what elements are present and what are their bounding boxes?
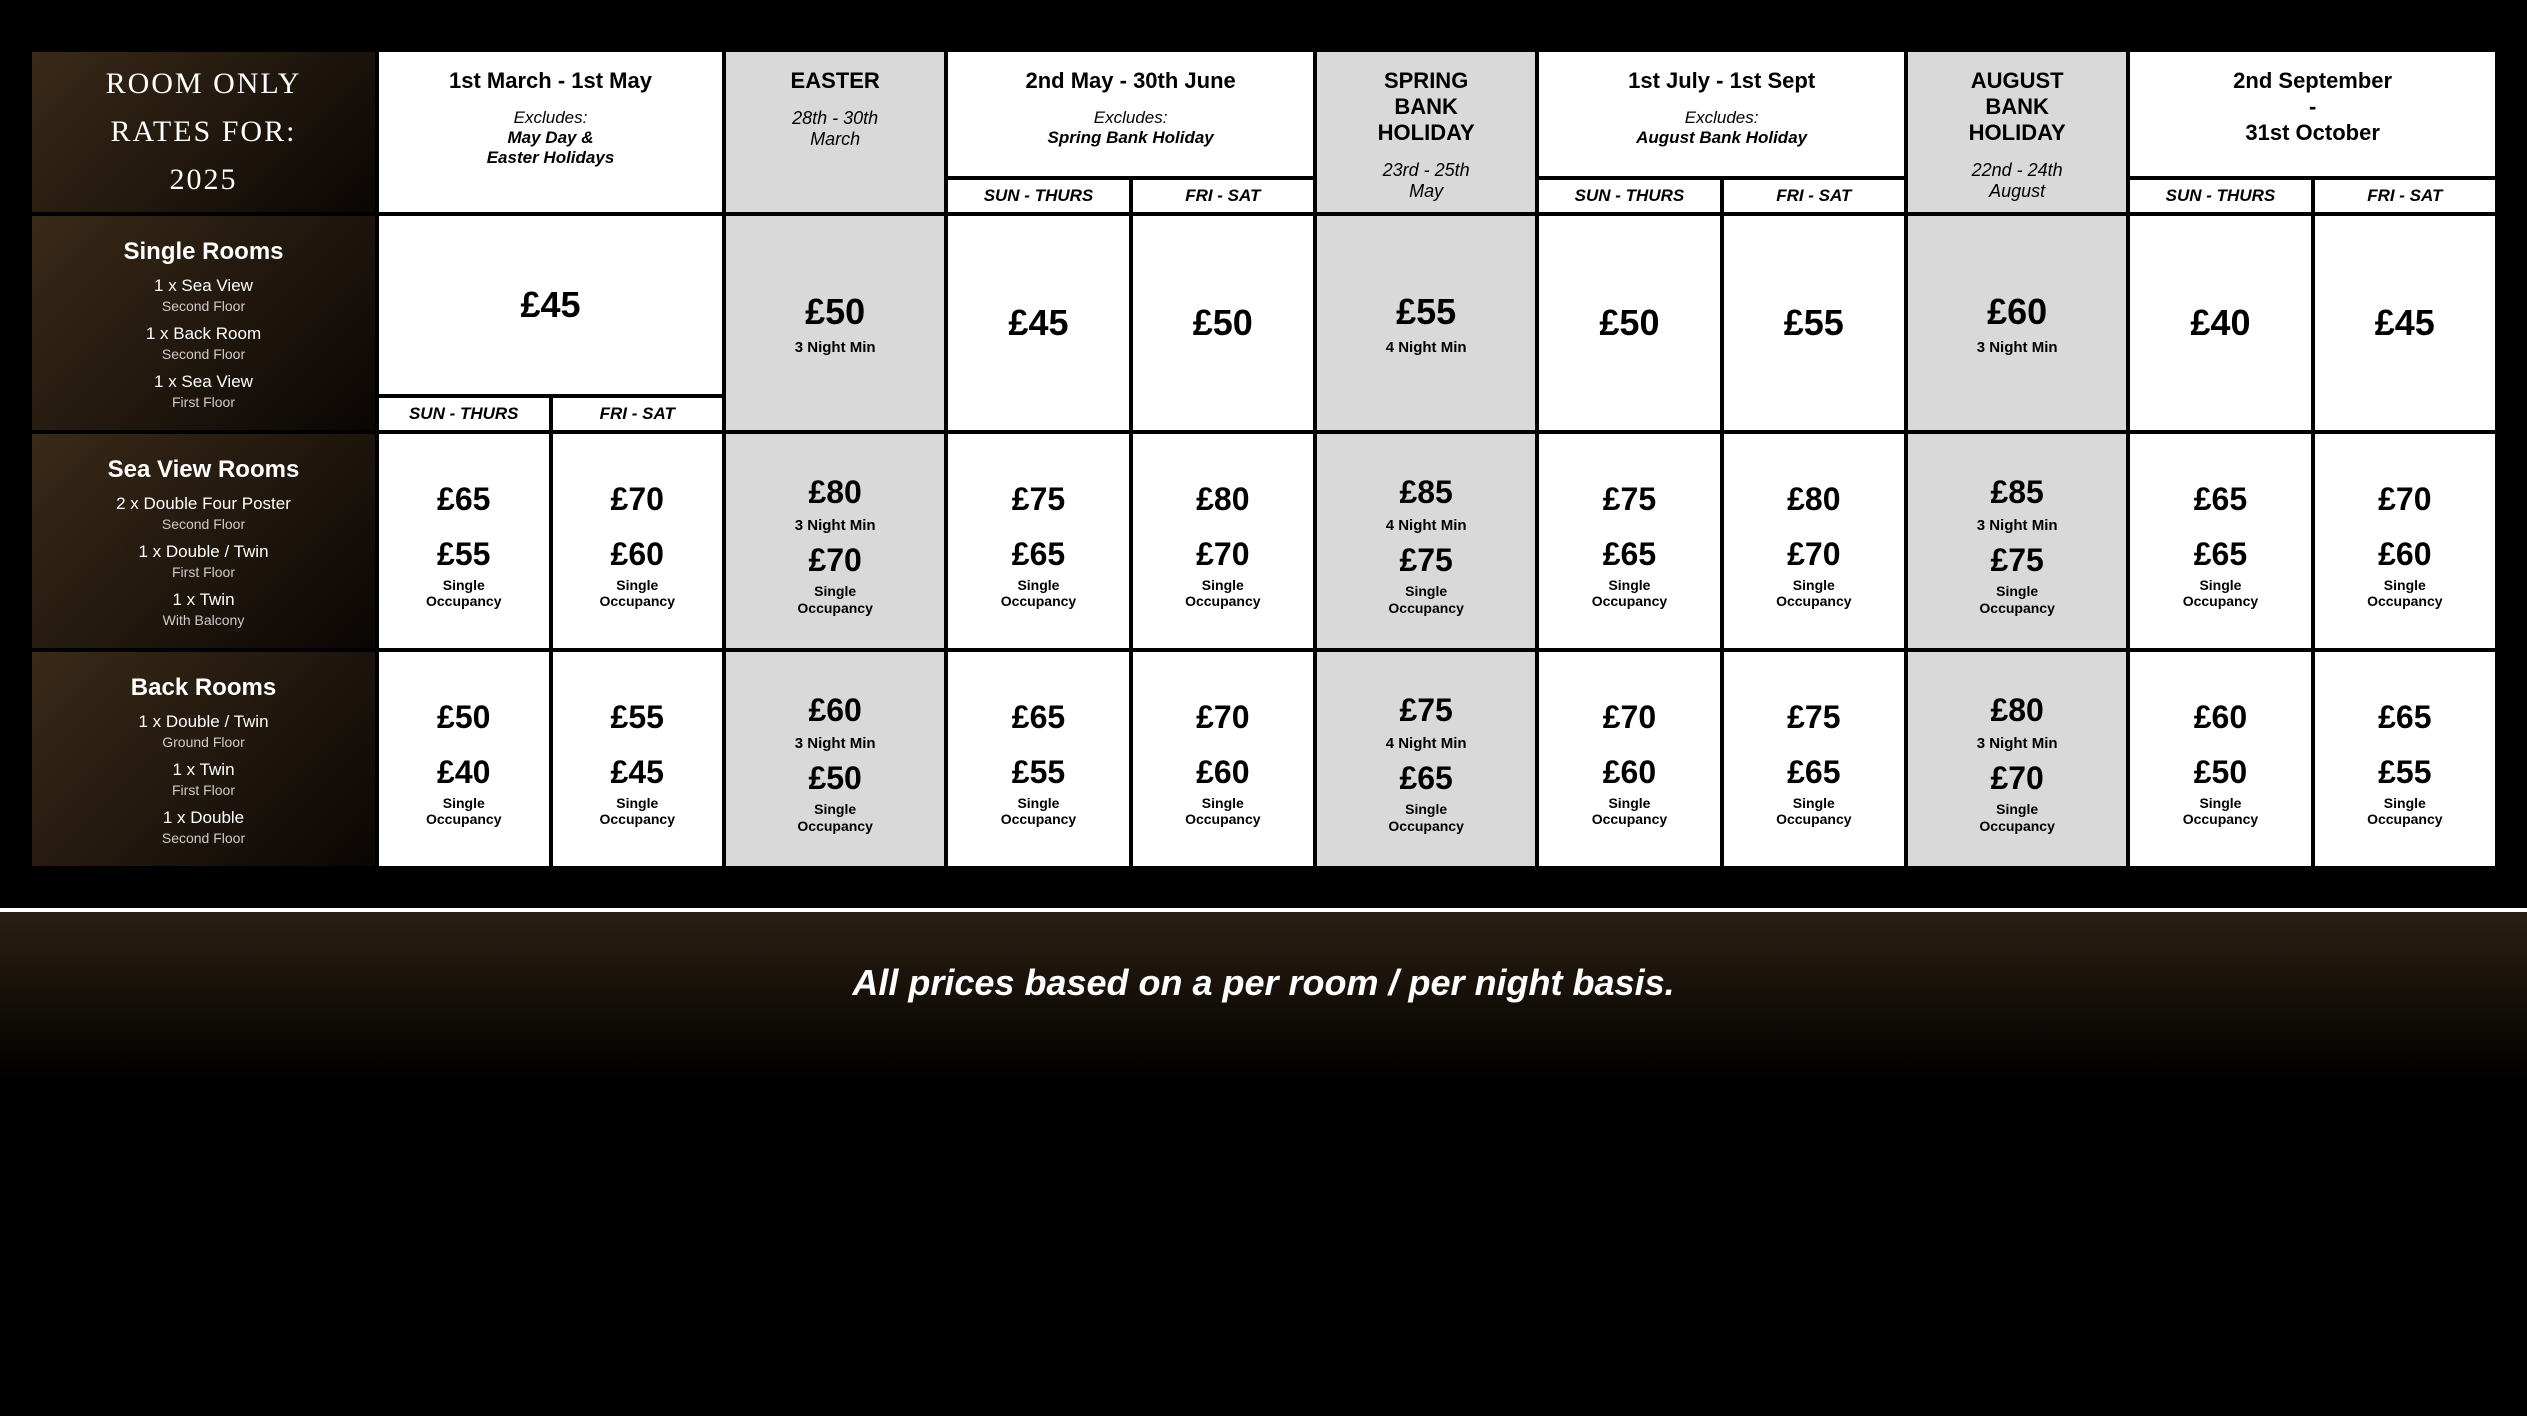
single-p4: £554 Night Min: [1315, 214, 1537, 432]
single-p5a: £50: [1537, 214, 1721, 432]
period-6: AUGUST BANK HOLIDAY 22nd - 24th August: [1906, 50, 2128, 214]
seaview-p5a: £75£65Single Occupancy: [1537, 432, 1721, 650]
single-p7b: £45: [2313, 214, 2497, 432]
single-p5b: £55: [1722, 214, 1906, 432]
p3-fri: FRI - SAT: [1131, 178, 1315, 214]
back-p1b: £55£45Single Occupancy: [551, 650, 725, 868]
single-p2: £503 Night Min: [724, 214, 946, 432]
seaview-p7b: £70£60Single Occupancy: [2313, 432, 2497, 650]
seaview-p5b: £80£70Single Occupancy: [1722, 432, 1906, 650]
back-p2: £603 Night Min£50Single Occupancy: [724, 650, 946, 868]
back-p3b: £70£60Single Occupancy: [1131, 650, 1315, 868]
back-p1a: £50£40Single Occupancy: [377, 650, 551, 868]
single-p3b: £50: [1131, 214, 1315, 432]
single-p3a: £45: [946, 214, 1130, 432]
period-7: 2nd September - 31st October: [2128, 50, 2497, 178]
seaview-p3b: £80£70Single Occupancy: [1131, 432, 1315, 650]
back-p6: £803 Night Min£70Single Occupancy: [1906, 650, 2128, 868]
back-p4: £754 Night Min£65Single Occupancy: [1315, 650, 1537, 868]
title-l2: RATES FOR:: [32, 108, 375, 156]
p1-sun-late: SUN - THURS: [377, 396, 551, 432]
p7-sun: SUN - THURS: [2128, 178, 2312, 214]
footer-note: All prices based on a per room / per nig…: [0, 908, 2527, 1084]
p1-fri-late: FRI - SAT: [551, 396, 725, 432]
title-l3: 2025: [32, 156, 375, 204]
seaview-p3a: £75£65Single Occupancy: [946, 432, 1130, 650]
title-l1: ROOM ONLY: [32, 60, 375, 108]
rates-table: ROOM ONLY RATES FOR: 2025 1st March - 1s…: [30, 50, 2497, 868]
back-p5b: £75£65Single Occupancy: [1722, 650, 1906, 868]
back-p7b: £65£55Single Occupancy: [2313, 650, 2497, 868]
row-back-head: Back Rooms 1 x Double / Twin Ground Floo…: [30, 650, 377, 868]
single-p6: £603 Night Min: [1906, 214, 2128, 432]
seaview-p2: £803 Night Min£70Single Occupancy: [724, 432, 946, 650]
p7-fri: FRI - SAT: [2313, 178, 2497, 214]
single-p1: £45: [377, 214, 724, 396]
back-p7a: £60£50Single Occupancy: [2128, 650, 2312, 868]
single-p7a: £40: [2128, 214, 2312, 432]
seaview-p1a: £65£55Single Occupancy: [377, 432, 551, 650]
period-2: EASTER 28th - 30th March: [724, 50, 946, 214]
p3-sun: SUN - THURS: [946, 178, 1130, 214]
row-single-head: Single Rooms 1 x Sea View Second Floor 1…: [30, 214, 377, 432]
table-title: ROOM ONLY RATES FOR: 2025: [30, 50, 377, 214]
seaview-p1b: £70£60Single Occupancy: [551, 432, 725, 650]
p5-sun: SUN - THURS: [1537, 178, 1721, 214]
period-1: 1st March - 1st May Excludes: May Day & …: [377, 50, 724, 214]
period-4: SPRING BANK HOLIDAY 23rd - 25th May: [1315, 50, 1537, 214]
period-3: 2nd May - 30th June Excludes: Spring Ban…: [946, 50, 1315, 178]
seaview-p7a: £65£65Single Occupancy: [2128, 432, 2312, 650]
p5-fri: FRI - SAT: [1722, 178, 1906, 214]
rates-table-wrap: ROOM ONLY RATES FOR: 2025 1st March - 1s…: [0, 0, 2527, 868]
row-seaview-head: Sea View Rooms 2 x Double Four Poster Se…: [30, 432, 377, 650]
seaview-p6: £853 Night Min£75Single Occupancy: [1906, 432, 2128, 650]
back-p3a: £65£55Single Occupancy: [946, 650, 1130, 868]
seaview-p4: £854 Night Min£75Single Occupancy: [1315, 432, 1537, 650]
back-p5a: £70£60Single Occupancy: [1537, 650, 1721, 868]
period-5: 1st July - 1st Sept Excludes: August Ban…: [1537, 50, 1906, 178]
